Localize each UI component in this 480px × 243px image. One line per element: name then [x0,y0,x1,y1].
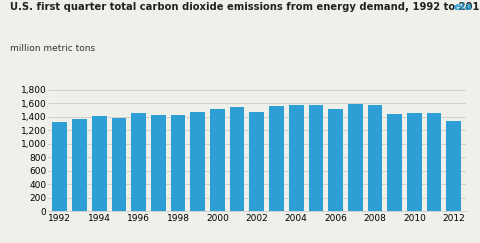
Bar [151,114,166,211]
Bar [92,116,107,211]
Bar [190,112,205,211]
Bar [111,118,126,211]
Bar [210,110,225,211]
Bar [230,107,244,211]
Bar [348,104,363,211]
Bar [446,121,461,211]
Bar [269,106,284,211]
Bar [427,113,442,211]
Bar [328,109,343,211]
Text: U.S. first quarter total carbon dioxide emissions from energy demand, 1992 to 20: U.S. first quarter total carbon dioxide … [10,2,480,12]
Bar [368,105,383,211]
Bar [250,112,264,211]
Bar [387,113,402,211]
Bar [72,119,87,211]
Text: million metric tons: million metric tons [10,44,95,53]
Bar [52,122,67,211]
Text: eia: eia [454,2,473,12]
Bar [170,114,185,211]
Bar [289,105,303,211]
Bar [407,113,422,211]
Bar [131,113,146,211]
Bar [309,105,324,211]
